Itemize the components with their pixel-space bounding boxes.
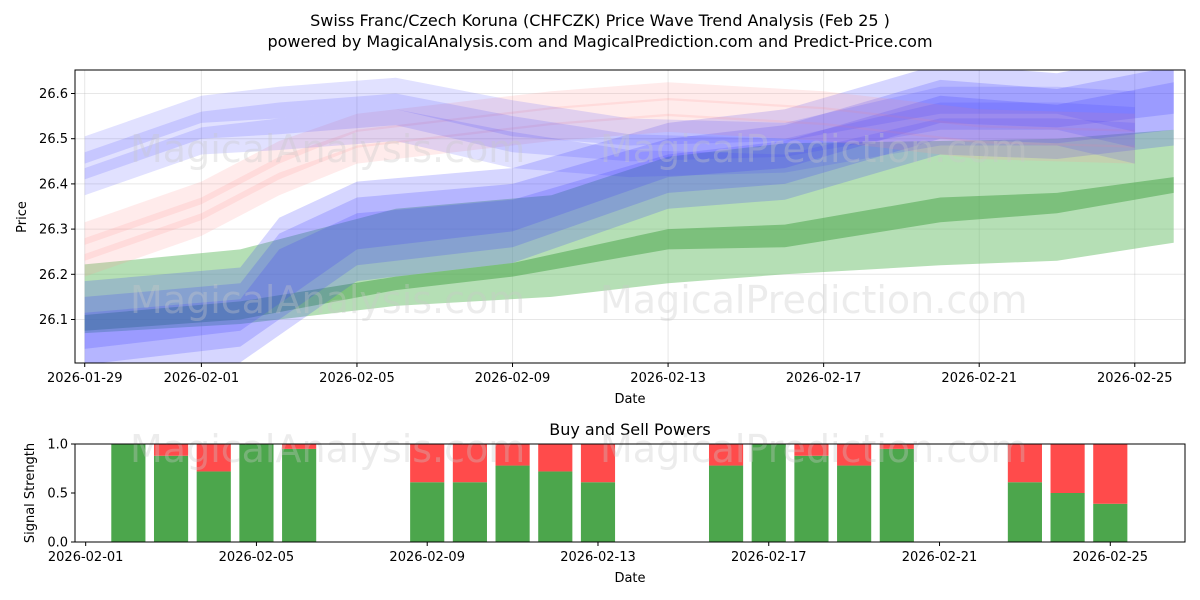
watermark-bottom-right: MagicalPrediction.com (600, 427, 1028, 471)
sell-bar (196, 444, 231, 472)
signal-xlabel: Date (614, 571, 645, 586)
price-ytick-label: 26.6 (39, 87, 68, 102)
price-xtick-label: 2026-02-09 (475, 371, 551, 386)
buy-bar (239, 444, 274, 542)
buy-bar (1007, 482, 1042, 542)
sell-bar (1007, 444, 1042, 483)
buy-bar (1050, 493, 1085, 542)
signal-xtick-label: 2026-02-01 (48, 550, 124, 565)
price-panel: MagicalAnalysis.com MagicalPrediction.co… (15, 69, 1186, 407)
watermark-bottom-left: MagicalAnalysis.com (130, 427, 525, 471)
sell-bar (282, 444, 317, 449)
price-ytick-label: 26.3 (39, 223, 68, 238)
price-bands (84, 70, 1174, 363)
sell-bar (1050, 444, 1085, 493)
wave-band-blue-band (84, 82, 1174, 363)
buy-bar (196, 471, 231, 542)
watermark-top-left: MagicalAnalysis.com (130, 127, 525, 171)
watermark-mid-left: MagicalAnalysis.com (130, 278, 525, 322)
wave-band-purple-band (84, 77, 1135, 164)
sell-bar (708, 444, 744, 466)
sell-bar (452, 444, 487, 483)
sell-bar (1093, 444, 1128, 504)
buy-bar (879, 448, 914, 542)
price-axis-ticks: 2026-01-29 2026-02-01 2026-02-05 2026-02-09… (39, 87, 1173, 386)
signal-bars (111, 444, 1128, 542)
price-ytick-label: 26.5 (39, 132, 68, 147)
signal-axis-ticks: 2026-02-01 2026-02-05 2026-02-09 2026-02-13… (47, 438, 1148, 566)
buy-bar (751, 444, 786, 542)
price-ytick-label: 26.2 (39, 268, 68, 283)
buy-bar (794, 455, 829, 542)
signal-xtick-label: 2026-02-21 (902, 550, 978, 565)
signal-xtick-label: 2026-02-05 (219, 550, 295, 565)
buy-bar (580, 482, 616, 542)
price-xtick-label: 2026-02-13 (630, 371, 706, 386)
sell-bar (153, 444, 189, 456)
buy-bar (282, 448, 317, 542)
wave-band-purple-band (84, 93, 1135, 180)
buy-bar (452, 482, 487, 542)
buy-bar (837, 465, 872, 542)
price-xtick-label: 2026-02-01 (164, 371, 240, 386)
wave-band-pink-band (84, 98, 1135, 261)
signal-panel: Buy and Sell Powers MagicalAnalysis.com … (23, 420, 1186, 586)
price-xtick-label: 2026-02-05 (319, 371, 395, 386)
signal-xtick-label: 2026-02-09 (389, 550, 465, 565)
buy-bar (1093, 503, 1128, 542)
sell-bar (410, 444, 445, 483)
signal-ytick-label: 1.0 (47, 438, 68, 453)
wave-band-blue-band (84, 70, 1174, 363)
price-xtick-label: 2026-02-25 (1097, 371, 1173, 386)
price-ytick-label: 26.1 (39, 313, 68, 328)
signal-xtick-label: 2026-02-13 (560, 550, 636, 565)
sell-bar (794, 444, 829, 456)
sell-bar (495, 444, 530, 466)
buy-bar (495, 465, 530, 542)
wave-band-pink-band (84, 82, 1135, 245)
wave-band-green-band (84, 129, 1174, 334)
buy-bar (538, 471, 573, 542)
wave-band-purple-band (84, 109, 1135, 196)
price-xlabel: Date (614, 392, 645, 407)
wave-band-green-core (84, 177, 1174, 331)
chart-subtitle: powered by MagicalAnalysis.com and Magic… (267, 32, 932, 51)
signal-ytick-label: 0.5 (47, 487, 68, 502)
price-plot-frame (74, 69, 1186, 364)
sell-bar (879, 444, 914, 449)
wave-band-pink-band (84, 113, 1135, 277)
watermark-mid-right: MagicalPrediction.com (600, 278, 1028, 322)
price-ytick-label: 26.4 (39, 177, 68, 192)
buy-bar (410, 482, 445, 542)
signal-xtick-label: 2026-02-17 (731, 550, 807, 565)
price-xtick-label: 2026-02-17 (786, 371, 862, 386)
signal-ytick-label: 0.0 (47, 536, 68, 551)
watermark-top-right: MagicalPrediction.com (600, 127, 1028, 171)
sell-bar (538, 444, 573, 472)
buy-bar (111, 444, 146, 542)
sell-bar (580, 444, 616, 483)
signal-ylabel: Signal Strength (23, 443, 38, 543)
signal-title: Buy and Sell Powers (549, 420, 711, 439)
price-ylabel: Price (15, 201, 30, 233)
chart-title: Swiss Franc/Czech Koruna (CHFCZK) Price … (310, 11, 890, 30)
price-xtick-label: 2026-01-29 (47, 371, 123, 386)
price-xtick-label: 2026-02-21 (941, 371, 1017, 386)
sell-bar (837, 444, 872, 466)
wave-band-blue-band (84, 70, 1174, 349)
buy-bar (708, 465, 744, 542)
buy-bar (153, 455, 189, 542)
signal-xtick-label: 2026-02-25 (1073, 550, 1149, 565)
